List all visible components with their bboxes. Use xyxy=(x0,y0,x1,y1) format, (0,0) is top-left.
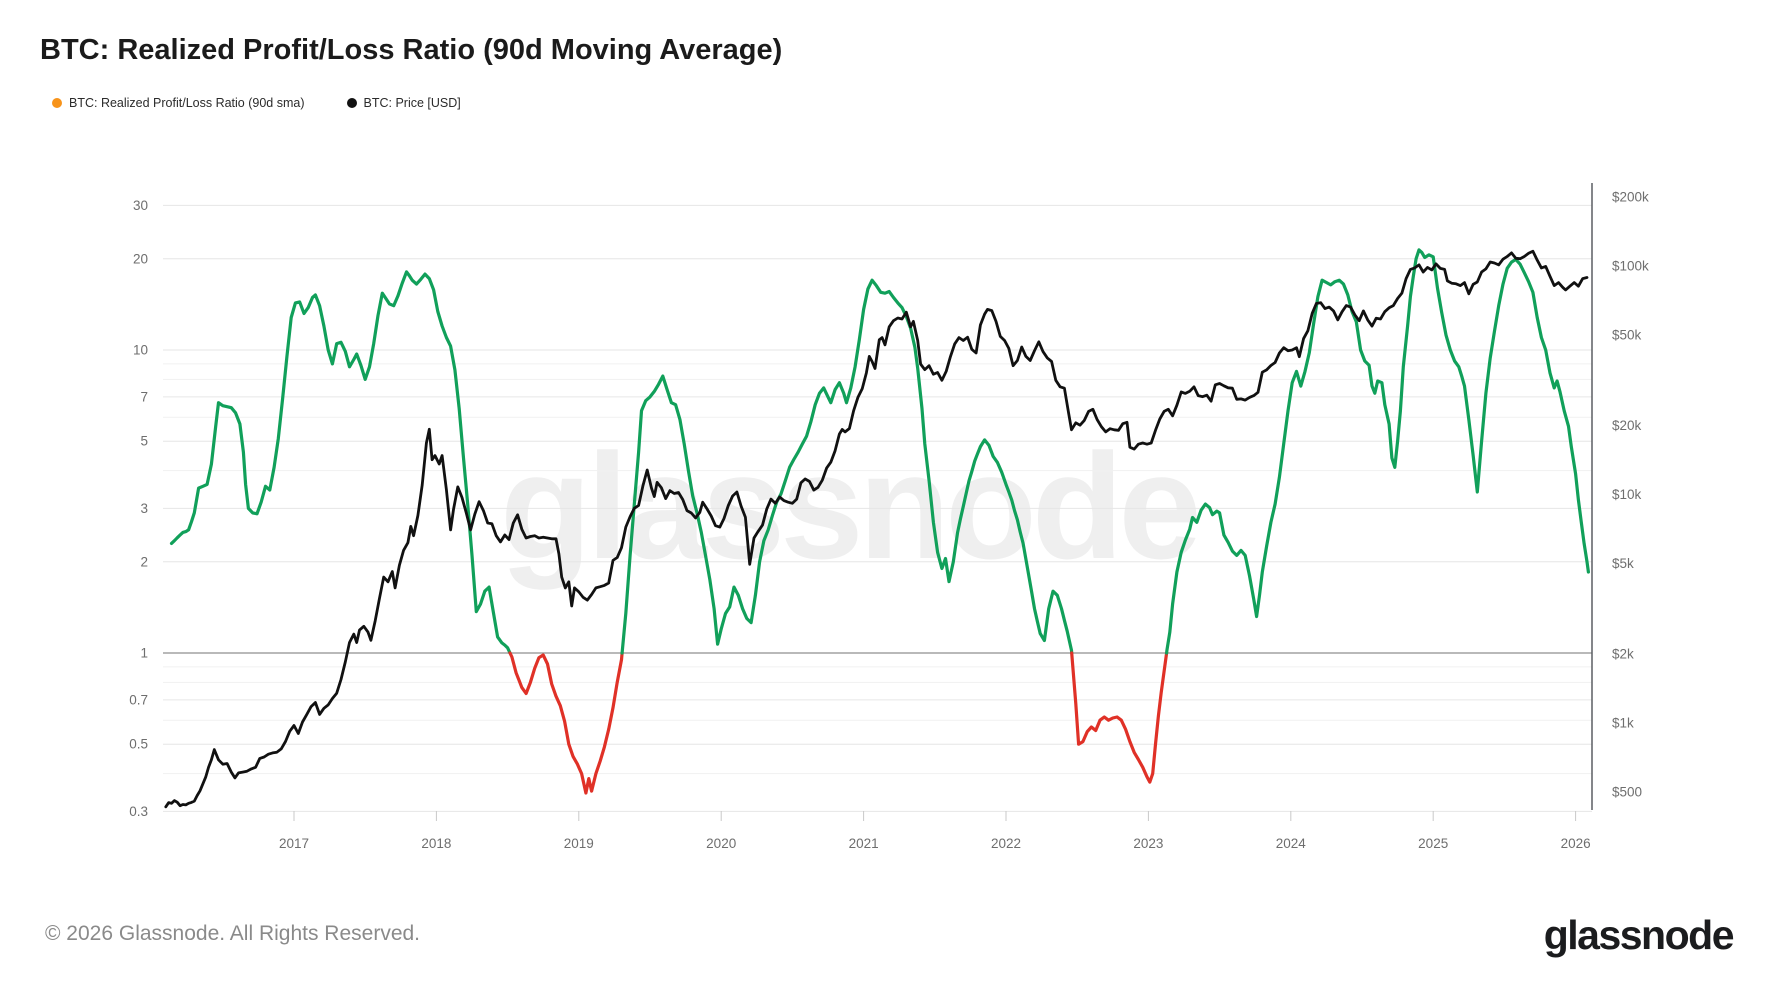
ratio-axis-tick-label: 7 xyxy=(140,389,148,404)
price-axis-tick-label: $200k xyxy=(1612,190,1649,205)
ratio-line-above-1 xyxy=(169,270,512,655)
ratio-axis-tick-label: 30 xyxy=(133,198,148,213)
ratio-axis-tick-label: 3 xyxy=(140,501,148,516)
legend-label-price: BTC: Price [USD] xyxy=(363,96,461,110)
price-axis-tick-label: $50k xyxy=(1612,327,1642,342)
ratio-line-above-1 xyxy=(620,278,1074,655)
page-title: BTC: Realized Profit/Loss Ratio (90d Mov… xyxy=(40,34,783,66)
ratio-axis-tick-label: 0.7 xyxy=(129,692,148,707)
legend-label-ratio: BTC: Realized Profit/Loss Ratio (90d sma… xyxy=(69,96,305,110)
x-axis-tick-label: 2019 xyxy=(564,836,594,851)
ratio-line-below-1 xyxy=(508,651,624,795)
ratio-axis-tick-label: 5 xyxy=(140,434,148,449)
x-axis-tick-label: 2022 xyxy=(991,836,1021,851)
legend-item-ratio[interactable]: BTC: Realized Profit/Loss Ratio (90d sma… xyxy=(52,96,305,110)
price-axis-tick-label: $100k xyxy=(1612,259,1649,274)
ratio-axis-tick-label: 10 xyxy=(133,343,148,358)
price-line xyxy=(164,249,1589,809)
x-axis-tick-label: 2026 xyxy=(1561,836,1591,851)
price-axis-tick-label: $1k xyxy=(1612,716,1634,731)
copyright-text: © 2026 Glassnode. All Rights Reserved. xyxy=(45,922,421,945)
ratio-axis-tick-label: 20 xyxy=(133,251,148,266)
price-axis-tick-label: $20k xyxy=(1612,418,1642,433)
x-axis-tick-label: 2018 xyxy=(421,836,451,851)
x-axis-tick-label: 2020 xyxy=(706,836,736,851)
x-axis-tick-label: 2024 xyxy=(1276,836,1307,851)
x-axis-tick-label: 2017 xyxy=(279,836,309,851)
legend: BTC: Realized Profit/Loss Ratio (90d sma… xyxy=(52,96,503,110)
glassnode-logo: glassnode xyxy=(1543,912,1735,958)
x-axis-tick-label: 2025 xyxy=(1418,836,1448,851)
price-axis-tick-label: $5k xyxy=(1612,556,1634,571)
ratio-line-below-1 xyxy=(1070,651,1169,784)
ratio-axis-tick-label: 2 xyxy=(140,554,148,569)
legend-item-price[interactable]: BTC: Price [USD] xyxy=(346,96,461,110)
price-series-dot-icon xyxy=(346,98,357,108)
ratio-axis-tick-label: 0.3 xyxy=(129,804,148,819)
x-axis-tick-label: 2023 xyxy=(1133,836,1163,851)
price-axis-tick-label: $500 xyxy=(1612,784,1642,799)
price-axis-tick-label: $10k xyxy=(1612,487,1642,502)
ratio-axis-tick-label: 0.5 xyxy=(129,737,148,752)
x-axis-tick-label: 2021 xyxy=(849,836,879,851)
ratio-series-dot-icon xyxy=(52,98,62,108)
ratio-axis-tick-label: 1 xyxy=(140,646,148,661)
price-axis-tick-label: $2k xyxy=(1612,647,1634,662)
ratio-line-above-1 xyxy=(1165,248,1590,655)
